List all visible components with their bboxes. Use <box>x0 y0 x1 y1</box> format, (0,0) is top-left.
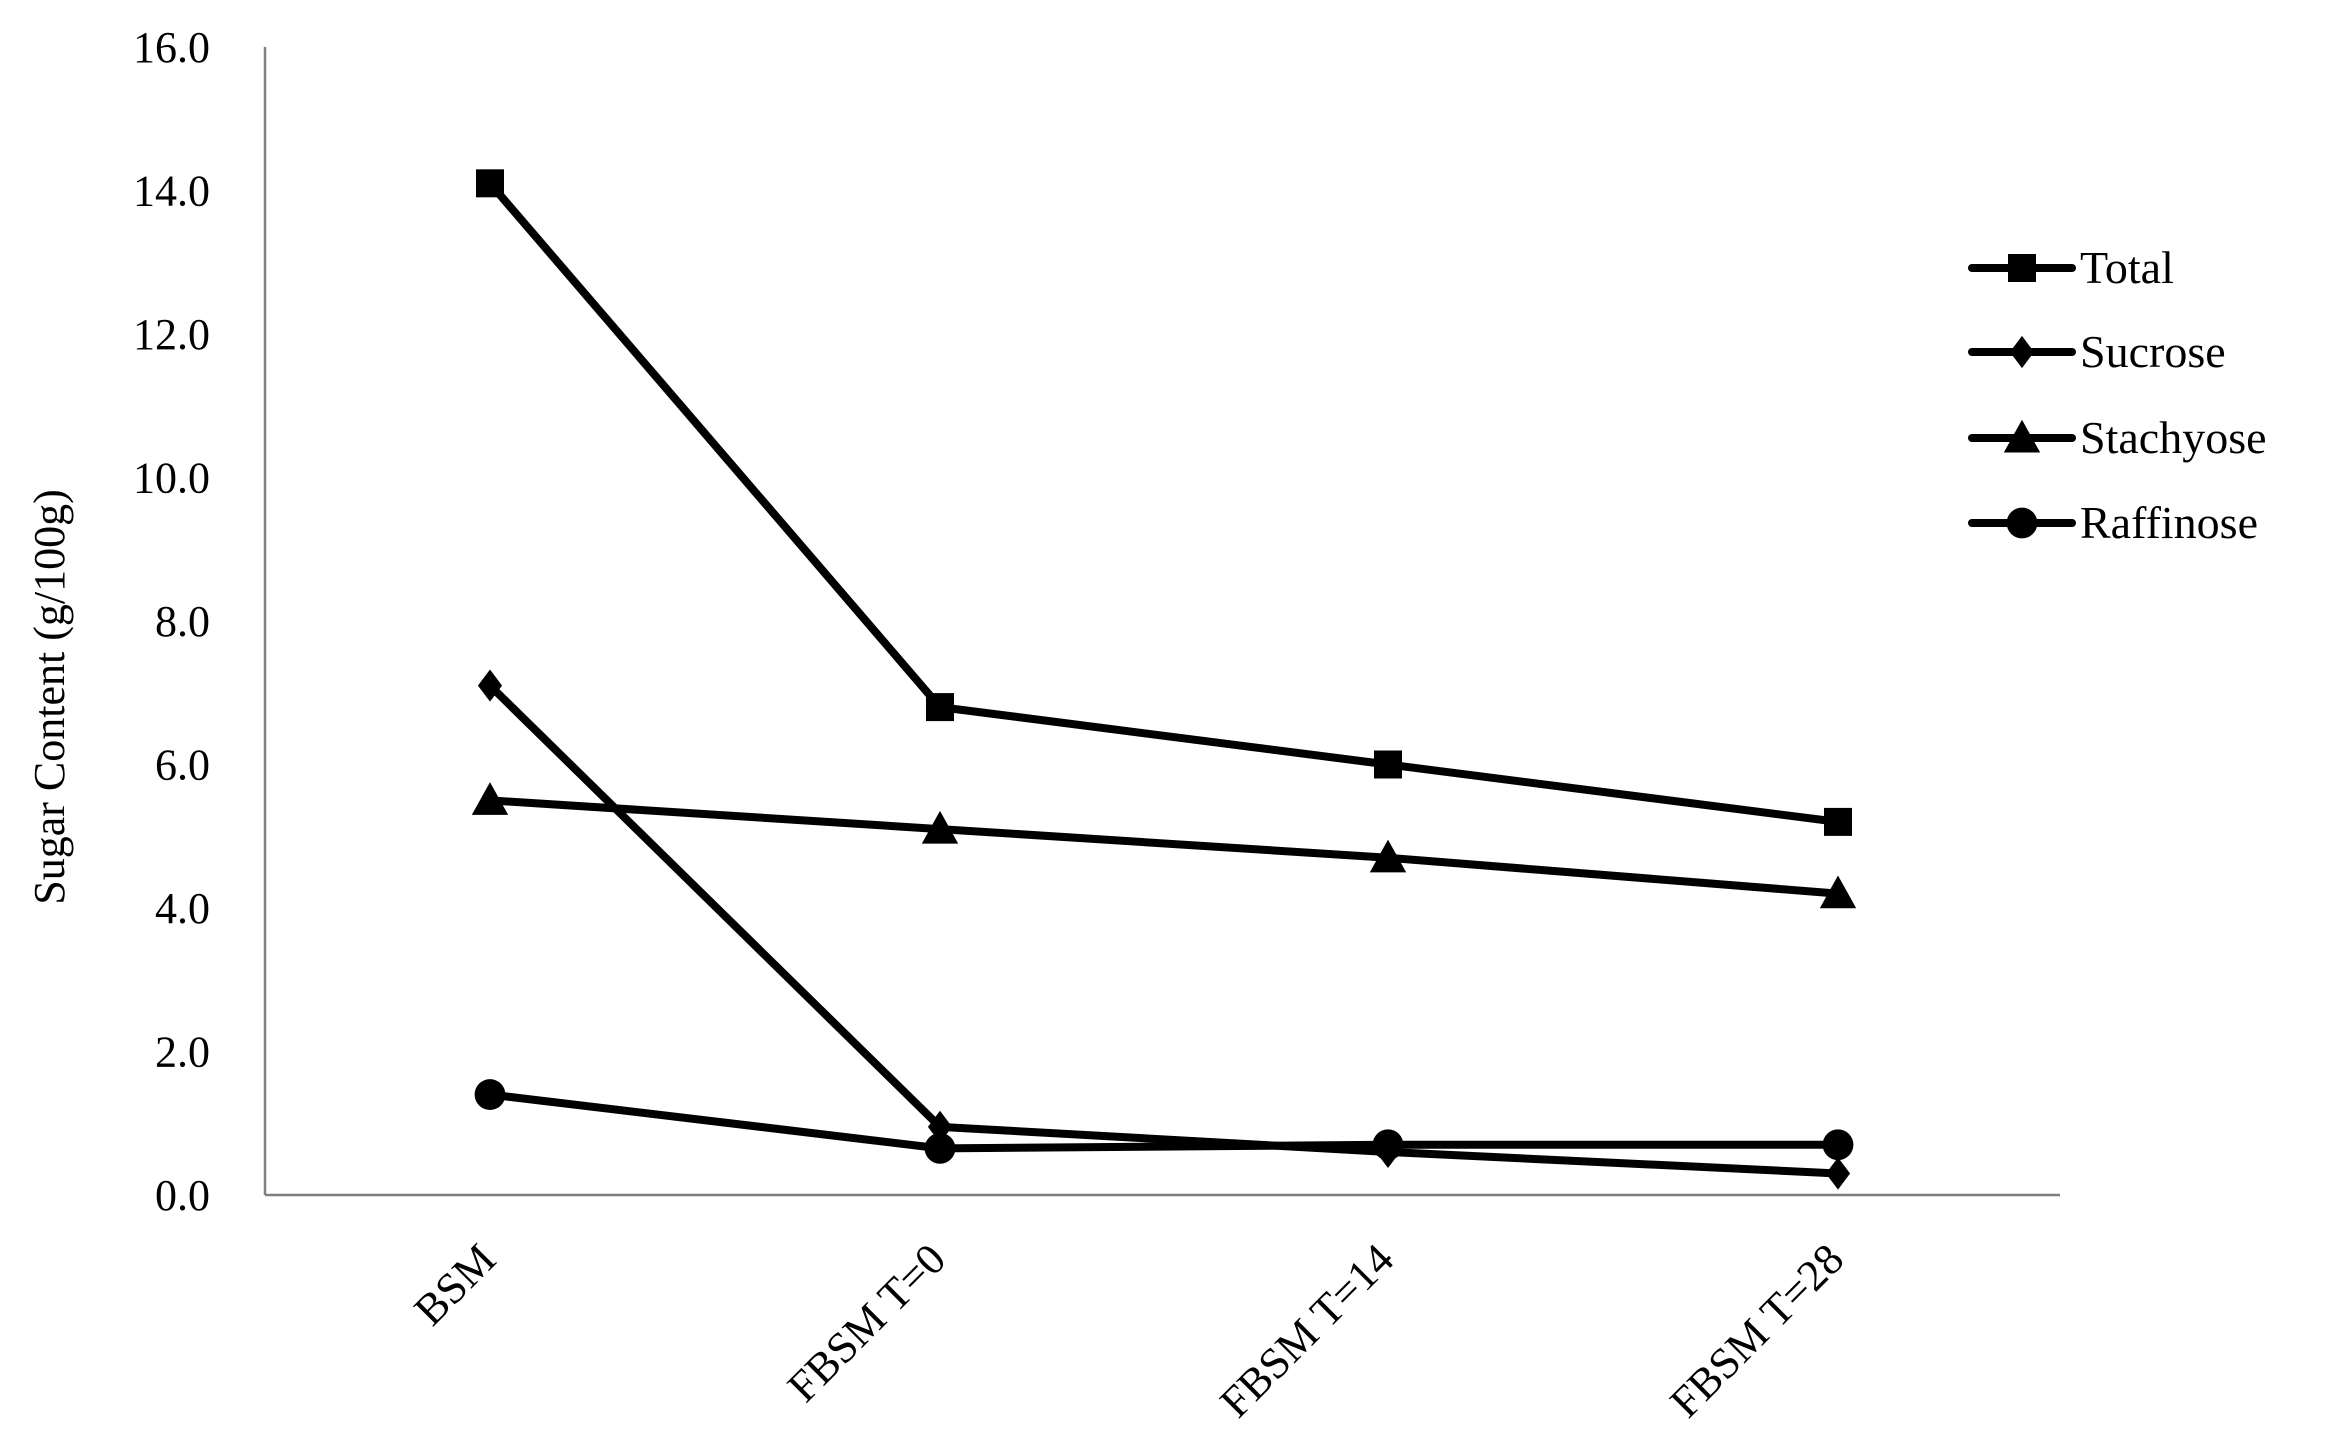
y-tick-label: 10.0 <box>133 454 210 503</box>
data-point <box>474 1079 506 1110</box>
series-lines <box>471 169 1857 1190</box>
data-point <box>1819 875 1857 909</box>
data-point <box>471 782 509 815</box>
data-point <box>1374 750 1402 779</box>
legend-item-sucrose: Sucrose <box>1968 326 2226 377</box>
x-axis: BSM FBSM T=0 FBSM T=14 FBSM T=28 <box>265 1193 2060 1427</box>
y-axis: 0.0 2.0 4.0 6.0 8.0 10.0 12.0 14.0 16.0 <box>133 23 267 1220</box>
series-line <box>486 1090 1842 1153</box>
data-point <box>926 693 954 722</box>
y-tick-label: 2.0 <box>155 1028 210 1077</box>
legend: Total Sucrose Stachyose Raffinose <box>1968 242 2267 548</box>
data-point <box>924 1132 956 1164</box>
y-tick-label: 4.0 <box>155 884 210 933</box>
legend-marker <box>2006 507 2038 539</box>
x-tick-label: FBSM T=0 <box>778 1234 955 1411</box>
y-tick-label: 14.0 <box>133 167 210 216</box>
data-point <box>1822 1129 1854 1161</box>
x-tick-label: BSM <box>405 1234 505 1334</box>
legend-marker <box>2009 335 2035 369</box>
x-tick-label: FBSM T=14 <box>1211 1234 1404 1427</box>
legend-item-raffinose: Raffinose <box>1968 497 2258 548</box>
legend-label: Raffinose <box>2080 497 2258 548</box>
data-point <box>921 810 959 844</box>
y-tick-label: 8.0 <box>155 597 210 646</box>
y-tick-label: 12.0 <box>133 310 210 359</box>
y-tick-label: 6.0 <box>155 741 210 790</box>
series-stachyose <box>471 782 1857 909</box>
legend-label: Total <box>2080 242 2174 293</box>
data-point <box>477 669 503 702</box>
series-total <box>476 169 1852 836</box>
data-point <box>1825 1157 1851 1190</box>
data-point <box>1369 839 1407 873</box>
series-raffinose <box>474 1079 1854 1164</box>
legend-marker <box>2008 254 2036 282</box>
data-point <box>1824 807 1852 836</box>
y-axis-title: Sugar Content (g/100g) <box>25 489 74 905</box>
legend-marker <box>2003 419 2041 453</box>
y-tick-label: 0.0 <box>155 1171 210 1220</box>
data-point <box>476 169 504 198</box>
series-line <box>486 681 1842 1178</box>
legend-item-stachyose: Stachyose <box>1968 412 2267 463</box>
y-tick-label: 16.0 <box>133 23 210 72</box>
x-tick-label: FBSM T=28 <box>1661 1234 1854 1427</box>
series-sucrose <box>477 669 1851 1190</box>
legend-label: Stachyose <box>2080 412 2267 463</box>
data-point <box>1372 1129 1404 1161</box>
series-line <box>486 796 1842 898</box>
legend-label: Sucrose <box>2080 326 2226 377</box>
legend-item-total: Total <box>1968 242 2174 293</box>
series-line <box>486 179 1842 826</box>
